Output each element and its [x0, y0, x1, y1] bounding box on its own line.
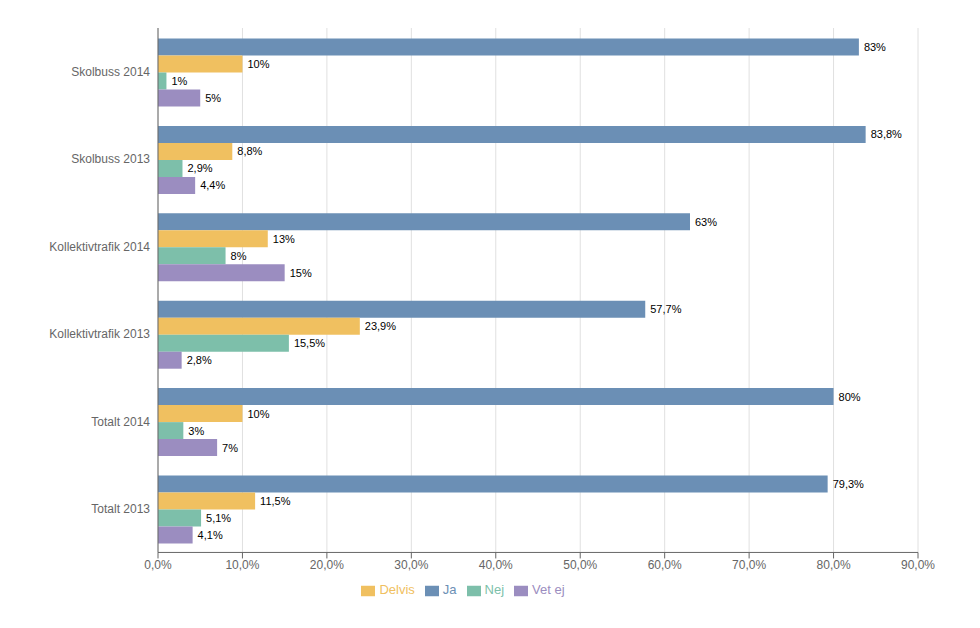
svg-text:83%: 83%	[864, 41, 886, 53]
svg-text:11,5%: 11,5%	[260, 495, 291, 507]
svg-text:79,3%: 79,3%	[833, 478, 864, 490]
svg-text:2,9%: 2,9%	[187, 162, 212, 174]
svg-text:57,7%: 57,7%	[650, 303, 681, 315]
svg-text:3%: 3%	[188, 425, 204, 437]
svg-text:23,9%: 23,9%	[365, 320, 396, 332]
svg-text:50,0%: 50,0%	[563, 558, 597, 572]
svg-text:Kollektivtrafik 2014: Kollektivtrafik 2014	[49, 240, 150, 254]
svg-text:8%: 8%	[231, 250, 247, 262]
html-text:Vet ej: Vet ej	[532, 582, 565, 598]
html-text:Delvis: Delvis	[379, 582, 415, 598]
svg-text:4,1%: 4,1%	[198, 529, 223, 541]
svg-text:5,1%: 5,1%	[206, 512, 231, 524]
svg-text:2,8%: 2,8%	[187, 354, 212, 366]
svg-text:7%: 7%	[222, 442, 238, 454]
svg-text:13%: 13%	[273, 233, 295, 245]
svg-text:10,0%: 10,0%	[225, 558, 259, 572]
svg-text:15,5%: 15,5%	[294, 337, 325, 349]
svg-text:Skolbuss 2014: Skolbuss 2014	[71, 65, 150, 79]
svg-text:8,8%: 8,8%	[237, 145, 262, 157]
svg-text:70,0%: 70,0%	[732, 558, 766, 572]
svg-text:80%: 80%	[839, 391, 861, 403]
svg-text:Totalt 2013: Totalt 2013	[91, 502, 150, 516]
svg-text:60,0%: 60,0%	[648, 558, 682, 572]
svg-text:Skolbuss 2013: Skolbuss 2013	[71, 152, 150, 166]
svg-text:1%: 1%	[171, 75, 187, 87]
svg-text:Kollektivtrafik 2013: Kollektivtrafik 2013	[49, 327, 150, 341]
svg-text:0,0%: 0,0%	[144, 558, 172, 572]
svg-text:4,4%: 4,4%	[200, 179, 225, 191]
svg-text:Totalt 2014: Totalt 2014	[91, 415, 150, 429]
html-text:Nej: Nej	[484, 582, 505, 598]
svg-text:20,0%: 20,0%	[310, 558, 344, 572]
svg-text:40,0%: 40,0%	[479, 558, 513, 572]
svg-text:63%: 63%	[695, 216, 717, 228]
svg-text:90,0%: 90,0%	[901, 558, 935, 572]
svg-text:5%: 5%	[205, 92, 221, 104]
svg-text:83,8%: 83,8%	[871, 128, 902, 140]
svg-text:10%: 10%	[247, 408, 269, 420]
svg-text:80,0%: 80,0%	[817, 558, 851, 572]
svg-text:30,0%: 30,0%	[394, 558, 428, 572]
html-text:Ja: Ja	[442, 582, 457, 598]
svg-text:15%: 15%	[290, 267, 312, 279]
svg-text:10%: 10%	[247, 58, 269, 70]
